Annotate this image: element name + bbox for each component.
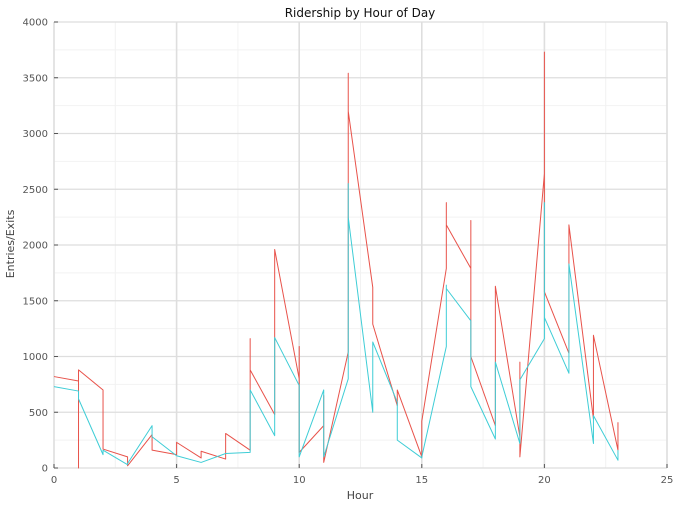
y-tick-label: 1500 <box>23 296 48 307</box>
x-axis-title: Hour <box>347 489 374 502</box>
y-tick-labels: 0 500 1000 1500 2000 2500 3000 3500 4000 <box>23 18 48 475</box>
tick-marks <box>53 21 668 469</box>
x-tick-label: 15 <box>415 475 428 486</box>
series-line-2 <box>53 183 619 466</box>
chart-title: Ridership by Hour of Day <box>285 6 436 20</box>
y-tick-label: 2000 <box>23 241 48 252</box>
series-layer <box>53 51 619 469</box>
y-tick-label: 0 <box>42 464 48 475</box>
y-axis-title: Entries/Exits <box>4 209 17 278</box>
x-tick-label: 5 <box>173 475 179 486</box>
y-tick-label: 4000 <box>23 18 48 29</box>
y-tick-label: 2500 <box>23 185 48 196</box>
y-tick-label: 3000 <box>23 129 48 140</box>
y-tick-label: 3500 <box>23 73 48 84</box>
y-tick-label: 500 <box>29 408 48 419</box>
x-tick-label: 20 <box>538 475 551 486</box>
x-tick-labels: 0 5 10 15 20 25 <box>51 475 674 486</box>
x-tick-label: 0 <box>51 475 57 486</box>
x-tick-label: 25 <box>661 475 674 486</box>
y-tick-label: 1000 <box>23 352 48 363</box>
x-tick-label: 10 <box>293 475 306 486</box>
